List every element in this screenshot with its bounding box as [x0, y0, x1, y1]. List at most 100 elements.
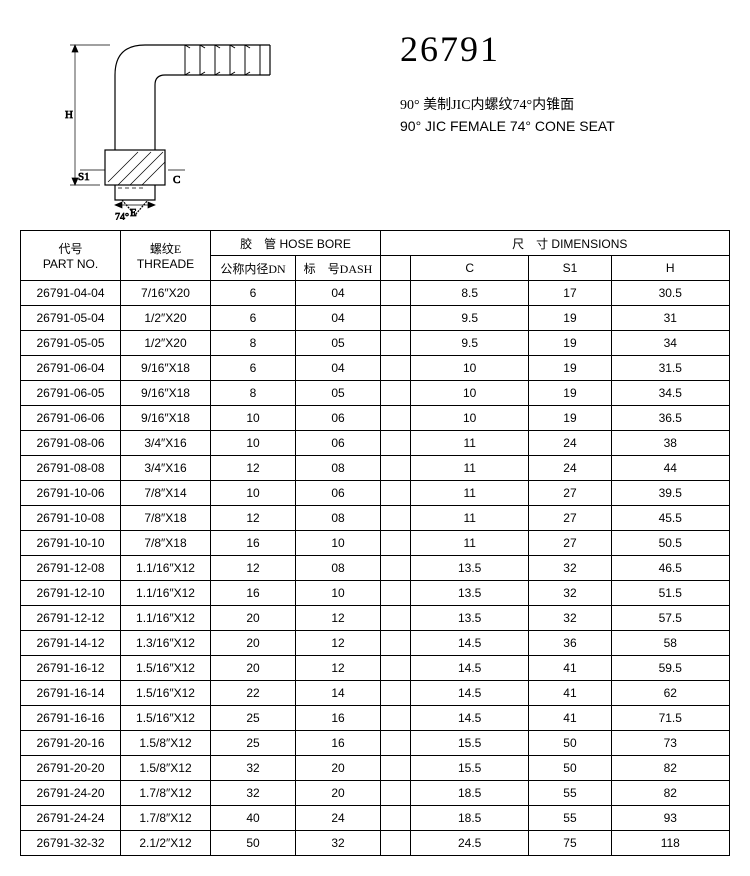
table-cell: 31.5	[611, 356, 729, 381]
table-cell: 11	[411, 506, 529, 531]
table-cell: 18.5	[411, 806, 529, 831]
table-cell: 50	[529, 756, 611, 781]
table-cell: 26791-24-20	[21, 781, 121, 806]
table-cell: 36	[529, 631, 611, 656]
table-cell: 22	[211, 681, 296, 706]
table-cell: 04	[296, 356, 381, 381]
table-row: 26791-16-161.5/16″X12251614.54171.5	[21, 706, 730, 731]
table-cell: 1.1/16″X12	[121, 556, 211, 581]
table-cell: 50	[211, 831, 296, 856]
table-cell: 8	[211, 381, 296, 406]
table-cell: 8	[211, 331, 296, 356]
table-cell: 10	[411, 381, 529, 406]
table-cell	[381, 406, 411, 431]
table-cell: 55	[529, 781, 611, 806]
table-cell: 26791-16-16	[21, 706, 121, 731]
table-cell: 19	[529, 331, 611, 356]
table-cell: 05	[296, 381, 381, 406]
table-cell: 3/4″X16	[121, 431, 211, 456]
table-cell: 1.7/8″X12	[121, 781, 211, 806]
desc-en: 90° JIC FEMALE 74° CONE SEAT	[400, 116, 730, 137]
hdr-thread-cn: 螺纹E	[123, 240, 208, 257]
table-cell: 12	[211, 506, 296, 531]
table-row: 26791-06-049/16″X18604101931.5	[21, 356, 730, 381]
table-cell	[381, 656, 411, 681]
table-cell: 20	[211, 656, 296, 681]
table-cell: 24	[529, 431, 611, 456]
table-cell: 32	[211, 781, 296, 806]
table-cell: 14.5	[411, 656, 529, 681]
title-block: 26791 90° 美制JIC内螺纹74°内锥面 90° JIC FEMALE …	[320, 20, 730, 137]
table-cell: 71.5	[611, 706, 729, 731]
table-cell: 12	[211, 456, 296, 481]
table-row: 26791-12-101.1/16″X12161013.53251.5	[21, 581, 730, 606]
table-cell: 10	[296, 581, 381, 606]
table-cell	[381, 356, 411, 381]
table-cell: 36.5	[611, 406, 729, 431]
table-cell: 12	[296, 631, 381, 656]
table-cell: 3/4″X16	[121, 456, 211, 481]
table-cell: 8.5	[411, 281, 529, 306]
hdr-partno-en: PART NO.	[23, 257, 118, 271]
table-row: 26791-10-067/8″X141006112739.5	[21, 481, 730, 506]
table-cell: 1.5/16″X12	[121, 656, 211, 681]
table-cell	[381, 531, 411, 556]
table-cell	[381, 306, 411, 331]
table-cell: 9/16″X18	[121, 381, 211, 406]
table-cell	[381, 506, 411, 531]
table-cell: 20	[296, 781, 381, 806]
table-cell: 27	[529, 506, 611, 531]
table-cell: 34.5	[611, 381, 729, 406]
table-row: 26791-08-083/4″X161208112444	[21, 456, 730, 481]
table-cell: 26791-08-08	[21, 456, 121, 481]
table-cell: 118	[611, 831, 729, 856]
table-cell: 20	[211, 606, 296, 631]
table-cell: 30.5	[611, 281, 729, 306]
table-cell: 26791-12-10	[21, 581, 121, 606]
table-cell: 55	[529, 806, 611, 831]
table-cell: 11	[411, 431, 529, 456]
dim-label-h: H	[65, 109, 73, 121]
table-cell: 20	[211, 631, 296, 656]
table-cell: 26791-12-12	[21, 606, 121, 631]
table-row: 26791-05-041/2″X206049.51931	[21, 306, 730, 331]
table-cell: 12	[296, 656, 381, 681]
table-cell	[381, 456, 411, 481]
table-cell: 15.5	[411, 731, 529, 756]
table-cell: 10	[411, 356, 529, 381]
table-cell: 26791-04-04	[21, 281, 121, 306]
table-cell: 13.5	[411, 606, 529, 631]
table-cell: 62	[611, 681, 729, 706]
table-cell: 06	[296, 406, 381, 431]
table-cell: 9/16″X18	[121, 356, 211, 381]
dim-label-angle: 74°	[115, 212, 129, 220]
table-cell: 19	[529, 356, 611, 381]
table-cell: 11	[411, 456, 529, 481]
table-cell: 25	[211, 706, 296, 731]
table-cell: 26791-20-20	[21, 756, 121, 781]
table-cell: 17	[529, 281, 611, 306]
table-cell: 26791-20-16	[21, 731, 121, 756]
table-row: 26791-24-201.7/8″X12322018.55582	[21, 781, 730, 806]
table-cell: 13.5	[411, 556, 529, 581]
table-cell: 05	[296, 331, 381, 356]
hdr-c: C	[411, 256, 529, 281]
table-cell: 26791-06-05	[21, 381, 121, 406]
hdr-partno-cn: 代号	[23, 240, 118, 257]
desc-cn: 90° 美制JIC内螺纹74°内锥面	[400, 95, 730, 116]
table-row: 26791-06-069/16″X181006101936.5	[21, 406, 730, 431]
table-cell: 25	[211, 731, 296, 756]
table-cell: 26791-32-32	[21, 831, 121, 856]
table-cell: 26791-16-14	[21, 681, 121, 706]
fitting-diagram: H S1 C E 74°	[20, 20, 320, 220]
table-cell: 08	[296, 556, 381, 581]
table-cell: 10	[296, 531, 381, 556]
hdr-thread-en: THREADE	[123, 257, 208, 271]
table-cell: 26791-16-12	[21, 656, 121, 681]
table-cell: 40	[211, 806, 296, 831]
table-cell: 1.5/16″X12	[121, 706, 211, 731]
table-cell: 1.1/16″X12	[121, 606, 211, 631]
table-cell	[381, 781, 411, 806]
table-cell: 14.5	[411, 706, 529, 731]
table-cell: 1.5/8″X12	[121, 731, 211, 756]
